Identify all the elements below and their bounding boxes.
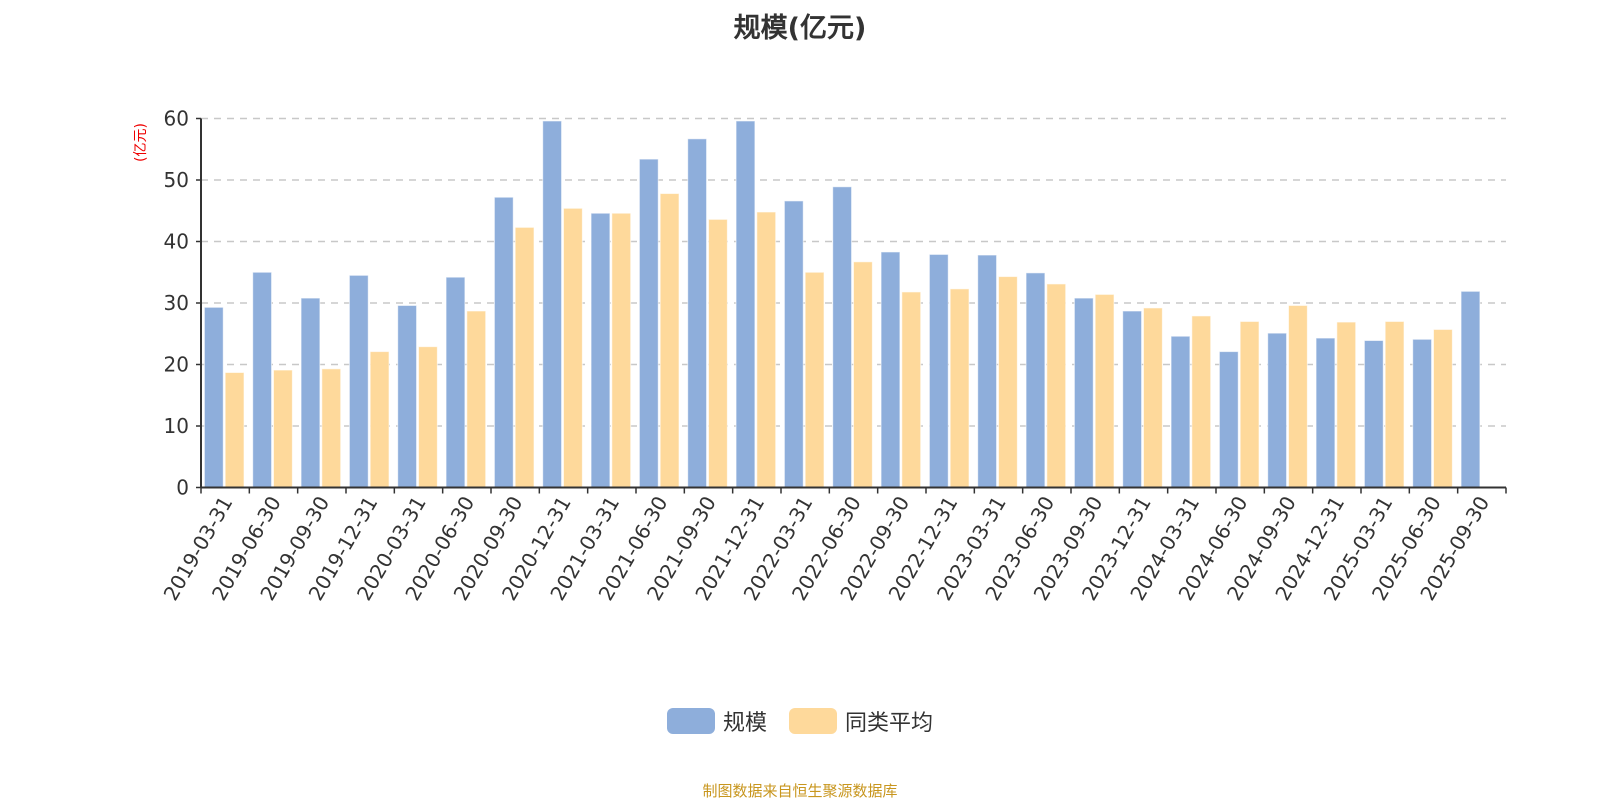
bar-scale — [1122, 310, 1143, 488]
bar-peer-average — [708, 218, 728, 489]
legend: 规模 同类平均 — [0, 705, 1600, 737]
bar-peer-average — [1336, 321, 1357, 488]
bar-scale — [252, 271, 273, 488]
bar-scale — [928, 253, 949, 488]
bar-scale — [542, 120, 563, 489]
bar-peer-average — [611, 212, 632, 489]
bar-chart: 0102030405060(亿元)2019-03-312019-06-30201… — [133, 107, 1507, 605]
bar-peer-average — [563, 207, 583, 488]
bar-scale — [590, 212, 611, 489]
y-tick-label: 50 — [164, 168, 189, 192]
bar-peer-average — [273, 369, 293, 488]
bar-scale — [832, 186, 853, 488]
bar-peer-average — [514, 226, 535, 488]
legend-item-peer-average[interactable]: 同类平均 — [789, 705, 933, 737]
bar-scale — [445, 276, 466, 489]
bar-peer-average — [1288, 304, 1308, 488]
y-tick-label: 0 — [176, 476, 189, 500]
bar-peer-average — [1239, 320, 1260, 489]
bar-peer-average — [998, 276, 1018, 488]
bar-peer-average — [1143, 307, 1163, 489]
y-tick-label: 40 — [164, 230, 189, 254]
bar-scale — [397, 304, 418, 488]
bar-peer-average — [804, 271, 825, 488]
y-tick-label: 20 — [164, 353, 189, 377]
bar-scale — [1363, 340, 1384, 489]
bar-peer-average — [418, 346, 438, 489]
legend-label-peer-average: 同类平均 — [845, 711, 934, 736]
bar-scale — [735, 120, 756, 489]
bar-peer-average — [1094, 293, 1115, 489]
bar-peer-average — [949, 288, 970, 489]
bar-peer-average — [1191, 315, 1212, 489]
bar-scale — [1073, 297, 1094, 488]
bar-peer-average — [369, 351, 390, 488]
y-axis-label: (亿元) — [133, 123, 149, 162]
bar-scale — [1412, 338, 1433, 488]
legend-swatch-scale — [666, 708, 715, 734]
bar-scale — [1460, 290, 1481, 488]
bar-scale — [493, 196, 514, 488]
bar-peer-average — [1433, 328, 1453, 488]
bar-peer-average — [224, 371, 245, 488]
y-tick-label: 10 — [164, 414, 189, 438]
bar-scale — [1218, 351, 1239, 488]
y-tick-label: 60 — [164, 107, 189, 131]
legend-label-scale: 规模 — [722, 711, 767, 736]
bar-scale — [300, 297, 321, 488]
bar-scale — [783, 200, 804, 488]
bar-peer-average — [1384, 320, 1405, 489]
bar-peer-average — [1046, 283, 1067, 488]
legend-item-scale[interactable]: 规模 — [666, 705, 767, 737]
bar-peer-average — [659, 193, 680, 488]
bar-scale — [1170, 335, 1191, 488]
bar-scale — [1315, 337, 1336, 488]
source-note: 制图数据来自恒生聚源数据库 — [702, 782, 898, 800]
bar-peer-average — [756, 211, 777, 488]
bar-peer-average — [901, 291, 922, 488]
bar-scale — [348, 274, 369, 489]
bar-scale — [1025, 272, 1046, 488]
legend-swatch-peer-average — [789, 708, 837, 734]
bar-scale — [880, 251, 901, 488]
bar-scale — [638, 158, 659, 488]
bar-scale — [1267, 332, 1288, 489]
bar-peer-average — [853, 261, 873, 489]
bar-peer-average — [321, 368, 342, 488]
bar-peer-average — [466, 310, 487, 488]
bar-scale — [977, 254, 998, 488]
chart-title: 规模(亿元) — [733, 13, 867, 44]
bar-scale — [687, 138, 708, 488]
bar-scale — [203, 306, 224, 488]
y-tick-label: 30 — [164, 291, 189, 315]
